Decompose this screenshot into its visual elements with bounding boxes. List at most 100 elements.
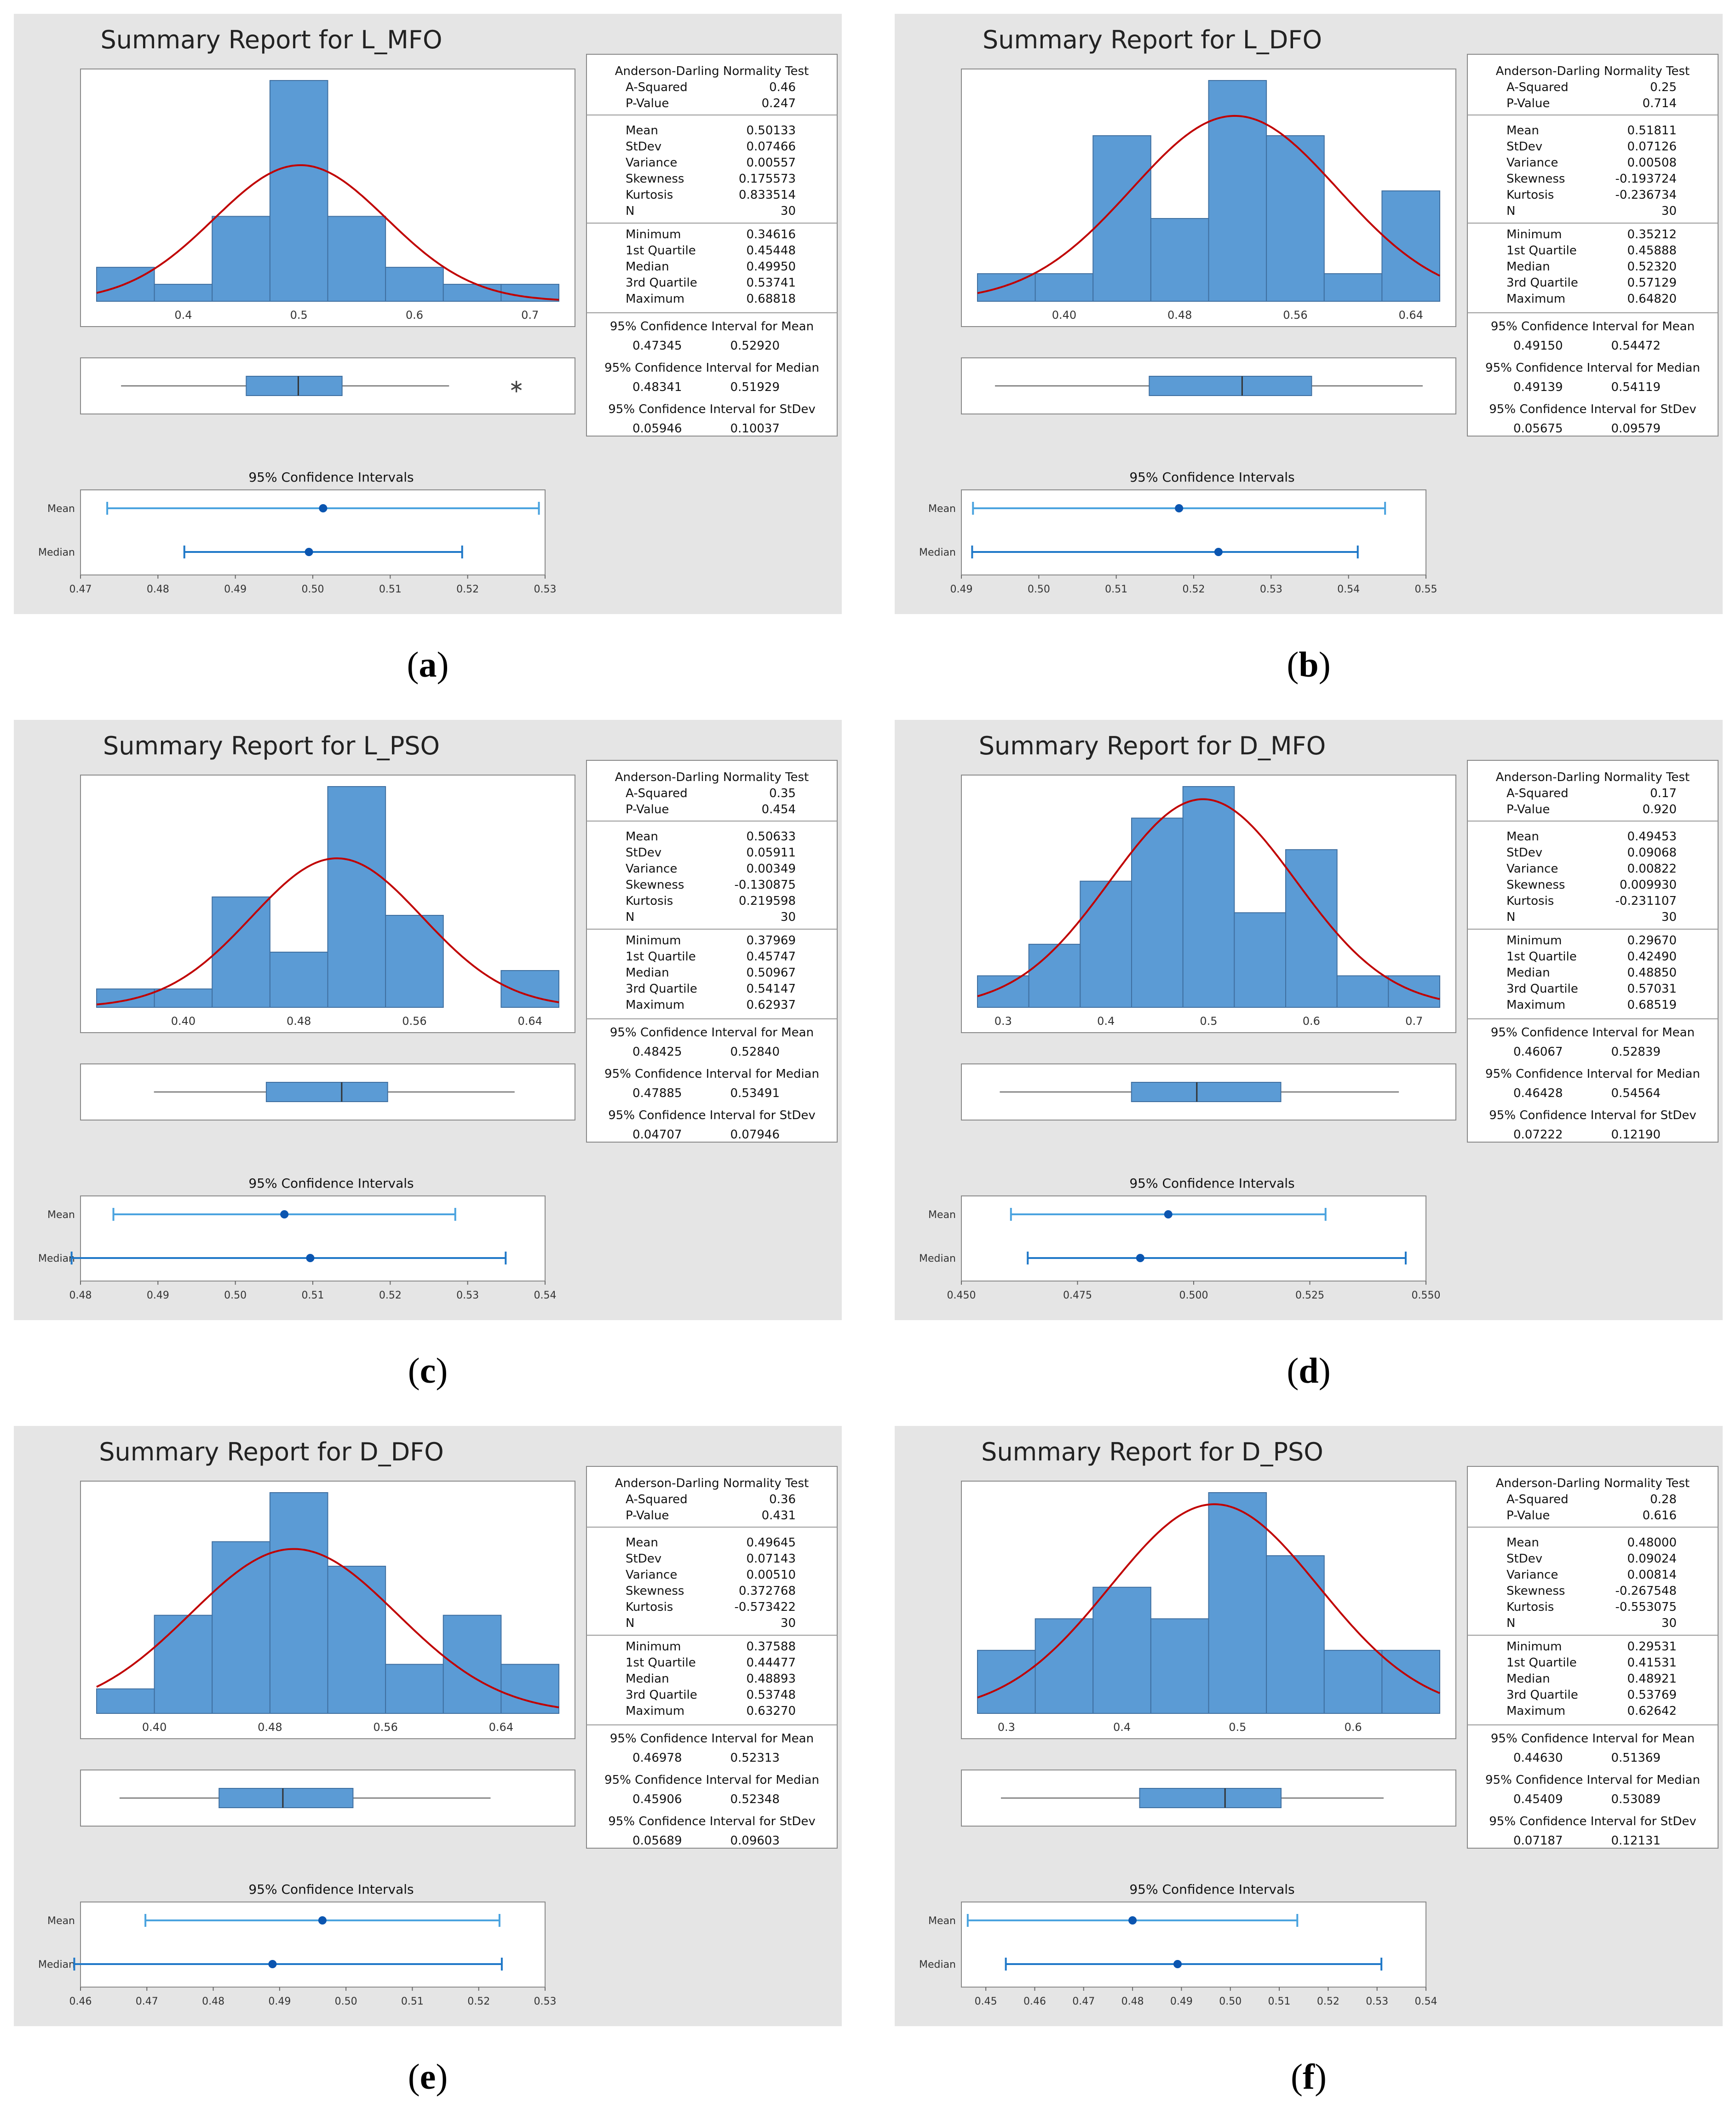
stat-mean-value: 0.50133 [746, 124, 796, 138]
summary-report-c: Summary Report for L_PSO 0.40 0.48 0.56 0.64… [38, 731, 838, 1301]
histogram-tick-label: 0.56 [402, 1015, 426, 1028]
stat-minimum-value: 0.37588 [746, 1640, 796, 1654]
stat-variance-label: Variance [1506, 156, 1558, 170]
ci-plot-title: 95% Confidence Intervals [1129, 1882, 1294, 1897]
stat-skewness-value: -0.193724 [1615, 172, 1677, 186]
stat-stdev-label: StDev [626, 140, 661, 154]
histogram-tick-label: 0.48 [287, 1015, 311, 1028]
boxplot-box [1149, 376, 1312, 396]
stat-skewness-label: Skewness [626, 1584, 684, 1598]
stats-table [1467, 760, 1719, 1143]
histogram-bar [96, 988, 155, 1008]
stat-median-label: Median [626, 260, 669, 274]
histogram-bar [212, 216, 270, 302]
stat-minimum-label: Minimum [1506, 1640, 1562, 1654]
p-value-label: P-Value [1506, 97, 1550, 110]
stat-q1-label: 1st Quartile [626, 244, 696, 258]
stat-q3-value: 0.53741 [746, 276, 796, 290]
ci-plot-title: 95% Confidence Intervals [248, 1882, 414, 1897]
stat-stdev-value: 0.07126 [1627, 140, 1677, 154]
ci-stdev-label: 95% Confidence Interval for StDev [608, 1109, 815, 1122]
ci-axis-tick-label: 0.53 [534, 1996, 557, 2007]
stat-stdev-value: 0.09024 [1627, 1552, 1677, 1566]
ci-axis-tick-label: 0.52 [467, 1996, 490, 2007]
stat-median-label: Median [626, 1672, 669, 1686]
histogram-bar [269, 952, 328, 1008]
normality-test-header: Anderson-Darling Normality Test [1496, 770, 1690, 784]
subfigure-label-f: (f) [1291, 2057, 1327, 2097]
a-squared-label: A-Squared [1506, 80, 1569, 94]
a-squared-label: A-Squared [1506, 1493, 1569, 1506]
ci-axis-tick-label: 0.52 [1183, 584, 1205, 595]
a-squared-label: A-Squared [1506, 787, 1569, 800]
ci-axis-tick-label: 0.49 [1170, 1996, 1193, 2007]
ci-axis-tick-label: 0.53 [534, 584, 557, 595]
boxplot-box [1139, 1788, 1282, 1808]
stat-kurtosis-value: 0.219598 [739, 894, 796, 908]
stat-skewness-label: Skewness [1506, 1584, 1565, 1598]
a-squared-value: 0.46 [769, 80, 796, 94]
ci-axis-tick-label: 0.50 [224, 1290, 247, 1301]
histogram-bar [1336, 975, 1389, 1008]
histogram-bar [269, 80, 328, 302]
stat-mean-value: 0.49453 [1627, 830, 1677, 844]
stat-stdev-label: StDev [1506, 1552, 1542, 1566]
stat-kurtosis-label: Kurtosis [1506, 894, 1554, 908]
stat-variance-value: 0.00508 [1627, 156, 1677, 170]
histogram-bar [1092, 1586, 1151, 1714]
ci-mean-low: 0.46978 [632, 1751, 682, 1765]
stat-maximum-label: Maximum [1506, 292, 1565, 306]
stat-minimum-value: 0.29531 [1627, 1640, 1677, 1654]
stat-mean-value: 0.50633 [746, 830, 796, 844]
ci-plot-frame [961, 1195, 1426, 1281]
ci-median-low: 0.47885 [632, 1086, 682, 1100]
ci-axis-tick-label: 0.51 [1105, 584, 1127, 595]
histogram-tick-label: 0.64 [517, 1015, 542, 1028]
ci-axis-tick-label: 0.55 [1415, 584, 1437, 595]
stat-q1-value: 0.45747 [746, 950, 796, 964]
stat-median-value: 0.49950 [746, 260, 796, 274]
histogram-tick-label: 0.4 [1097, 1015, 1115, 1028]
ci-median-high: 0.52348 [730, 1793, 780, 1806]
stat-maximum-label: Maximum [626, 292, 684, 306]
p-value-value: 0.714 [1643, 97, 1677, 110]
histogram-tick-label: 0.5 [290, 309, 308, 322]
median-point [1136, 1254, 1144, 1262]
stats-table [586, 54, 838, 437]
normality-test-header: Anderson-Darling Normality Test [615, 64, 809, 78]
ci-axis-tick-label: 0.54 [534, 1290, 557, 1301]
ci-axis-tick-label: 0.52 [1317, 1996, 1339, 2007]
p-value-value: 0.616 [1643, 1509, 1677, 1523]
stat-kurtosis-value: -0.236734 [1615, 188, 1677, 202]
histogram-tick-label: 0.3 [994, 1015, 1012, 1028]
median-row-label: Median [919, 1253, 956, 1264]
ci-median-high: 0.54564 [1611, 1086, 1661, 1100]
histogram-bar [1381, 190, 1440, 302]
histogram-tick-label: 0.40 [171, 1015, 195, 1028]
ci-stdev-high: 0.07946 [730, 1128, 780, 1142]
stat-minimum-value: 0.34616 [746, 228, 796, 241]
histogram-bar [1080, 880, 1132, 1008]
mean-point [1175, 504, 1184, 512]
stat-minimum-label: Minimum [626, 228, 681, 241]
ci-axis-tick-label: 0.475 [1063, 1290, 1092, 1301]
ci-stdev-low: 0.05675 [1513, 422, 1563, 436]
ci-axis-tick-label: 0.48 [69, 1290, 92, 1301]
histogram-bar [385, 915, 444, 1008]
stat-skewness-label: Skewness [1506, 878, 1565, 892]
histogram-bar [1323, 1649, 1383, 1714]
median-point [306, 1254, 315, 1262]
histogram-bar [1035, 273, 1094, 302]
boxplot-outlier: ∗ [509, 376, 524, 397]
stat-q1-label: 1st Quartile [1506, 1656, 1577, 1670]
normal-curve [96, 1548, 559, 1708]
histogram-tick-label: 0.40 [1052, 309, 1076, 322]
stat-n-label: N [1506, 1616, 1515, 1630]
stat-stdev-label: StDev [626, 1552, 661, 1566]
histogram-tick-label: 0.48 [1167, 309, 1192, 322]
mean-row-label: Mean [928, 503, 956, 515]
ci-plot-frame [80, 1195, 546, 1281]
mean-row-label: Mean [928, 1915, 956, 1927]
ci-median-label: 95% Confidence Interval for Median [1485, 1067, 1700, 1081]
ci-plot-frame [961, 1902, 1426, 1988]
